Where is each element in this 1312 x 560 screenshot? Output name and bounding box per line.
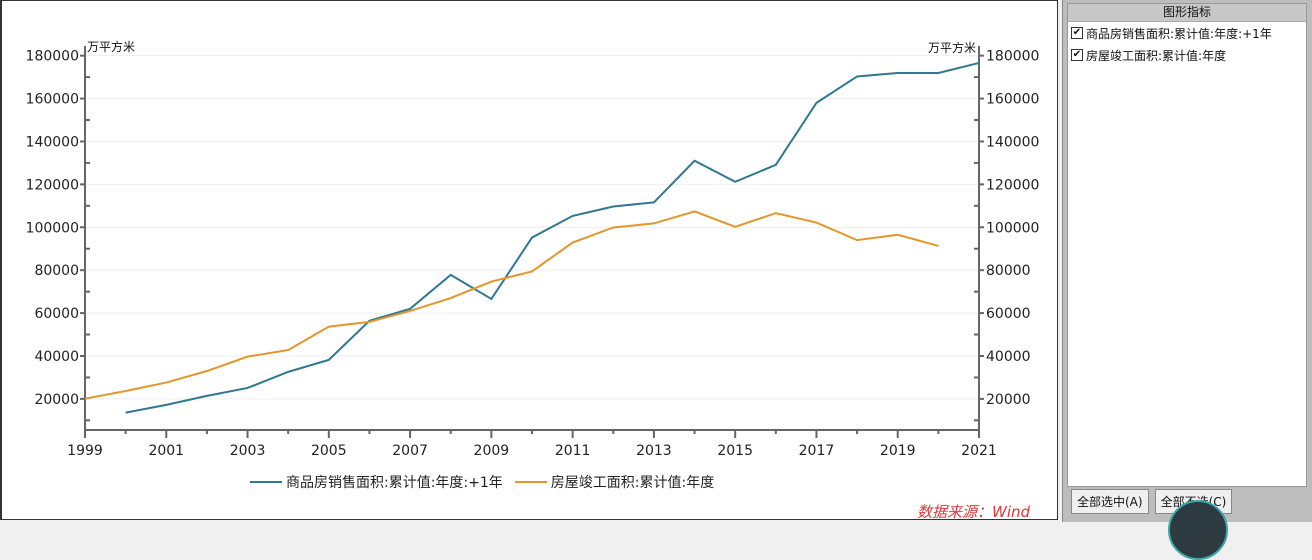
x-tick-label: 2021 [961, 443, 997, 459]
x-tick-label: 2007 [392, 443, 428, 459]
y-tick-label-right: 100000 [986, 220, 1039, 236]
legend: 商品房销售面积:累计值:年度:+1年 房屋竣工面积:累计值:年度 [250, 472, 714, 492]
y-tick-label-right: 140000 [986, 134, 1039, 150]
legend-item-completed: 房屋竣工面积:累计值:年度 [515, 472, 714, 492]
x-tick-label: 2019 [880, 443, 916, 459]
y-tick-label-left: 60000 [34, 306, 79, 322]
y-tick-label-left: 100000 [26, 220, 79, 236]
y-tick-label-left: 160000 [26, 92, 79, 108]
x-tick-label: 2015 [717, 443, 753, 459]
y-tick-label-right: 40000 [986, 349, 1031, 365]
y-unit-right: 万平方米 [928, 40, 976, 55]
legend-label: 房屋竣工面积:累计值:年度 [551, 472, 714, 492]
y-tick-label-right: 120000 [986, 177, 1039, 193]
y-tick-label-left: 140000 [26, 134, 79, 150]
y-tick-label-right: 20000 [986, 392, 1031, 408]
legend-item-sales: 商品房销售面积:累计值:年度:+1年 [250, 472, 503, 492]
y-tick-label-right: 80000 [986, 263, 1031, 279]
indicator-item[interactable]: ✔ 商品房销售面积:累计值:年度:+1年 [1068, 22, 1306, 44]
y-tick-label-left: 80000 [34, 263, 79, 279]
y-tick-label-left: 120000 [26, 177, 79, 193]
y-unit-left: 万平方米 [87, 39, 135, 54]
select-all-button[interactable]: 全部选中(A) [1071, 489, 1149, 514]
checkbox-checked-icon[interactable]: ✔ [1071, 27, 1083, 39]
y-tick-label-right: 180000 [986, 49, 1039, 65]
x-tick-label: 2013 [636, 443, 672, 459]
indicator-label: 商品房销售面积:累计值:年度:+1年 [1086, 25, 1272, 42]
indicator-panel: 图形指标 ✔ 商品房销售面积:累计值:年度:+1年 ✔ 房屋竣工面积:累计值:年… [1062, 0, 1312, 522]
y-tick-label-right: 60000 [986, 306, 1031, 322]
indicator-label: 房屋竣工面积:累计值:年度 [1086, 47, 1226, 64]
x-tick-label: 2005 [311, 443, 347, 459]
y-tick-label-left: 20000 [34, 392, 79, 408]
legend-swatch [515, 481, 547, 483]
panel-title: 图形指标 [1068, 4, 1306, 22]
chart-area: 20000 20000 40000 40000 60000 60000 80000 80000… [0, 0, 1058, 520]
y-tick-label-right: 160000 [986, 92, 1039, 108]
x-tick-label: 2017 [799, 443, 835, 459]
x-tick-label: 1999 [67, 443, 103, 459]
legend-swatch [250, 481, 282, 483]
series-line-1 [85, 211, 938, 398]
checkbox-checked-icon[interactable]: ✔ [1071, 49, 1083, 61]
x-tick-label: 2009 [474, 443, 510, 459]
data-source: 数据来源：Wind [917, 501, 1030, 522]
y-tick-label-left: 40000 [34, 349, 79, 365]
line-chart: 20000 20000 40000 40000 60000 60000 80000 80000… [2, 1, 1060, 471]
floating-assistant-icon[interactable] [1168, 500, 1228, 560]
legend-label: 商品房销售面积:累计值:年度:+1年 [286, 472, 503, 492]
indicator-list: 图形指标 ✔ 商品房销售面积:累计值:年度:+1年 ✔ 房屋竣工面积:累计值:年… [1067, 3, 1307, 487]
y-tick-label-left: 180000 [26, 49, 79, 65]
x-tick-label: 2003 [230, 443, 266, 459]
x-tick-label: 2001 [148, 443, 184, 459]
x-tick-label: 2011 [555, 443, 591, 459]
indicator-item[interactable]: ✔ 房屋竣工面积:累计值:年度 [1068, 44, 1306, 66]
